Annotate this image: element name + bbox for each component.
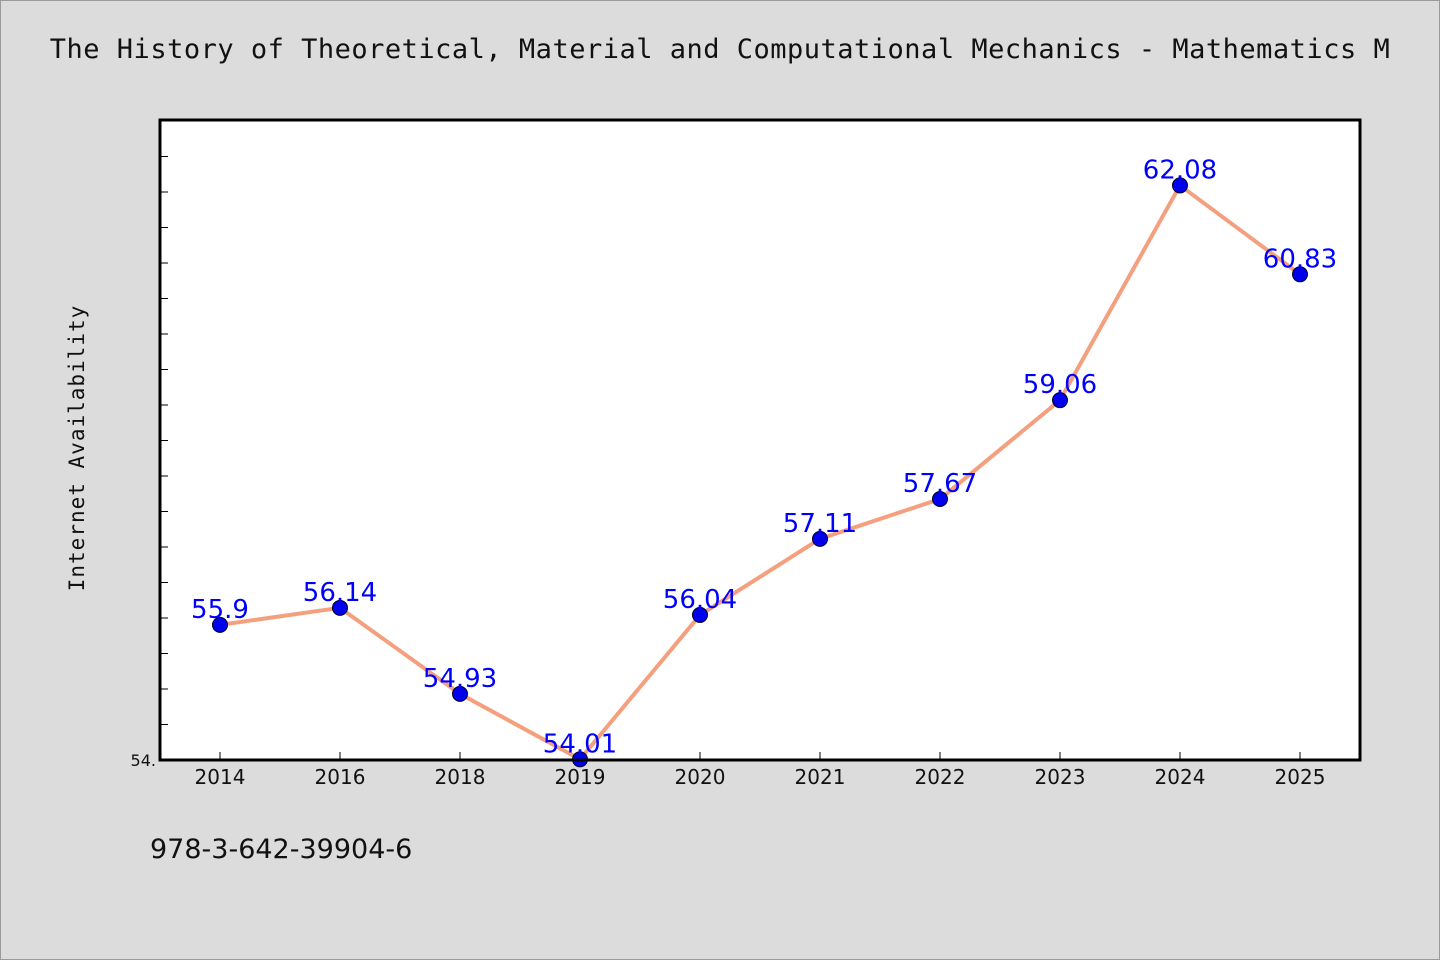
plot-border <box>158 118 1362 762</box>
x-tick-label: 2014 <box>195 765 246 789</box>
x-tick-label: 2020 <box>675 765 726 789</box>
data-point <box>932 491 948 508</box>
y-tick-label: 54. <box>131 751 156 770</box>
data-point <box>1172 177 1188 194</box>
data-label: 55.9 <box>191 595 249 625</box>
x-tick-label: 2022 <box>915 765 966 789</box>
plot-area <box>160 120 1360 760</box>
data-label: 59.06 <box>1023 370 1097 400</box>
data-label: 54.01 <box>543 729 617 759</box>
data-label: 56.04 <box>663 585 737 615</box>
x-tick-label: 2021 <box>795 765 846 789</box>
x-tick-label: 2025 <box>1275 765 1326 789</box>
data-point <box>212 616 228 633</box>
x-tick-label: 2016 <box>315 765 366 789</box>
chart-title: The History of Theoretical, Material and… <box>49 34 1391 65</box>
data-point <box>1292 266 1308 283</box>
isbn-text: 978-3-642-39904-6 <box>150 834 413 865</box>
y-axis-label: Internet Availability <box>65 305 89 592</box>
data-label: 56.14 <box>303 578 377 608</box>
series-line <box>218 183 1302 762</box>
data-point <box>812 530 828 547</box>
data-label: 62.08 <box>1143 155 1217 185</box>
data-label: 54.93 <box>423 664 497 694</box>
data-point <box>692 606 708 623</box>
data-label: 57.67 <box>903 469 977 499</box>
x-tick-label: 2024 <box>1155 765 1206 789</box>
x-tick-label: 2018 <box>435 765 486 789</box>
x-tick-label: 2019 <box>555 765 606 789</box>
data-point <box>332 599 348 616</box>
data-label: 60.83 <box>1263 244 1337 274</box>
data-point <box>452 685 468 702</box>
data-label: 57.11 <box>783 509 857 539</box>
x-tick-label: 2023 <box>1035 765 1086 789</box>
data-point <box>1052 392 1068 409</box>
